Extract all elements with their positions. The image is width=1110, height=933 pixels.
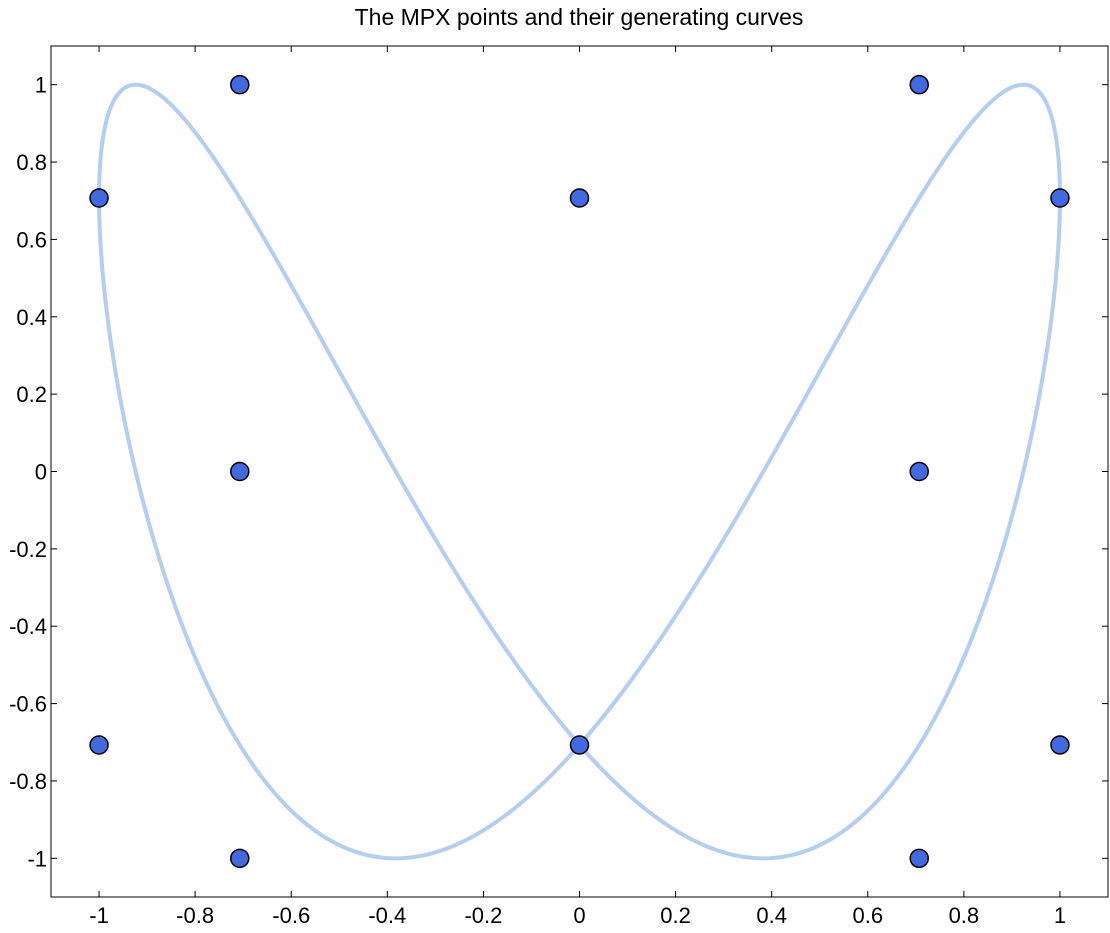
ticks-layer: -1 -0.8 -0.6 -0.4 -0.2 0 0.2 0.4 0.6 0.8 1 -1 -0.8 -0…	[9, 46, 1108, 928]
mpx-point	[909, 461, 929, 482]
mpx-point	[569, 735, 590, 755]
y-tick-label: 0.6	[16, 227, 47, 252]
mpx-point	[89, 188, 109, 208]
mpx-point	[230, 848, 250, 869]
x-tick-label: 0.4	[756, 903, 787, 928]
mpx-point	[89, 735, 109, 755]
x-tick-label: -0.2	[464, 903, 502, 928]
mpx-point	[1050, 735, 1070, 755]
x-tick-label: 0.8	[949, 903, 980, 928]
y-tick-label: -1	[27, 846, 47, 871]
x-tick-label: 0	[573, 903, 585, 928]
x-tick-label: -0.6	[272, 903, 310, 928]
y-tick-label: -0.2	[9, 537, 47, 562]
x-tick-label: -0.4	[368, 903, 406, 928]
mpx-point	[909, 848, 929, 869]
plot-area-frame	[50, 45, 1109, 898]
mpx-point	[1050, 188, 1070, 208]
y-tick-label: -0.4	[9, 614, 47, 639]
y-tick-label: -0.6	[9, 692, 47, 717]
points-layer	[89, 74, 1070, 869]
x-tick-label: 1	[1054, 903, 1066, 928]
y-tick-label: 0	[35, 460, 47, 485]
mpx-point	[230, 74, 250, 95]
mpx-point	[230, 461, 250, 482]
mpx-point	[569, 188, 590, 208]
x-tick-label: 0.6	[852, 903, 883, 928]
y-tick-label: 1	[35, 73, 47, 98]
y-tick-label: 0.4	[16, 305, 47, 330]
x-tick-label: -0.8	[176, 903, 214, 928]
mpx-point	[909, 74, 929, 95]
y-tick-label: 0.8	[16, 150, 47, 175]
x-tick-label: -1	[89, 903, 109, 928]
chart-title: The MPX points and their generating curv…	[355, 4, 804, 30]
y-tick-label: 0.2	[16, 382, 47, 407]
y-tick-label: -0.8	[9, 769, 47, 794]
x-tick-label: 0.2	[660, 903, 691, 928]
